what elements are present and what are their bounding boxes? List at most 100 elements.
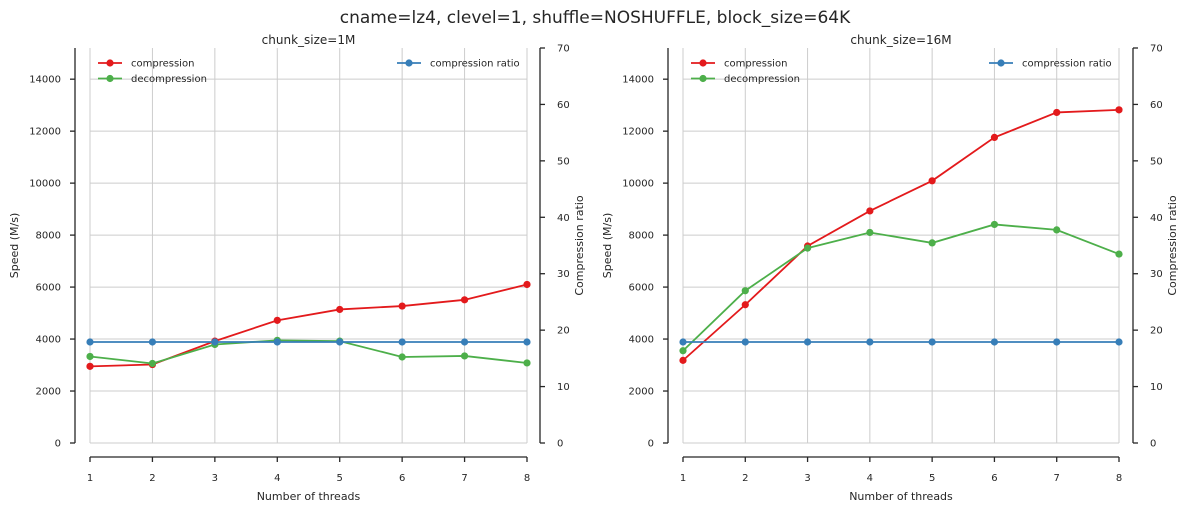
y-tick-label: 2000 <box>629 387 654 398</box>
y2-tick-label: 40 <box>1150 213 1163 224</box>
legend-label-compression: compression <box>724 59 787 70</box>
data-point-decompression <box>928 239 936 247</box>
data-point-compression <box>398 302 406 310</box>
data-point-compression <box>928 177 936 185</box>
y-tick-label: 14000 <box>622 75 654 86</box>
data-point-compression-ratio <box>398 338 406 346</box>
series-line-decompression <box>682 223 1120 352</box>
legend-marker-decompression <box>106 74 114 83</box>
x-tick-label: 2 <box>149 473 155 484</box>
x-tick-label: 7 <box>1054 473 1060 484</box>
data-point-compression <box>679 356 687 364</box>
x-tick-label: 6 <box>991 473 997 484</box>
data-point-compression <box>1115 106 1123 114</box>
chart-panel-1: 0 2000 4000 6000 8000 10000 12000 14000 0 10 20 30 4… <box>8 33 586 503</box>
data-point-decompression <box>148 359 157 368</box>
data-point-compression-ratio <box>211 338 219 346</box>
data-point-decompression <box>523 359 531 367</box>
y-axis-label: Speed (M/s) <box>601 213 614 279</box>
chart-title: chunk_size=16M <box>850 33 951 47</box>
x-tick-label: 4 <box>867 473 873 484</box>
data-point-compression-ratio <box>928 338 936 346</box>
data-point-decompression <box>1115 250 1123 258</box>
y-axis-label: Speed (M/s) <box>8 213 21 279</box>
y-tick-label: 8000 <box>629 231 654 242</box>
x-axis-label: Number of threads <box>257 490 361 503</box>
y2-axis-label: Compression ratio <box>573 195 586 296</box>
data-point-decompression <box>741 287 749 295</box>
x-tick-label: 6 <box>399 473 405 484</box>
y2-tick-label: 0 <box>1150 439 1156 450</box>
x-axis-label: Number of threads <box>849 490 953 503</box>
y2-tick-label: 60 <box>1150 100 1163 111</box>
data-point-compression-ratio <box>803 338 812 346</box>
data-point-compression <box>1053 108 1061 117</box>
x-tick-label: 5 <box>337 473 343 484</box>
x-tick-label: 8 <box>524 473 530 484</box>
legend-label-compression-ratio: compression ratio <box>430 59 520 70</box>
data-point-decompression <box>679 347 687 355</box>
y2-tick-label: 20 <box>1150 326 1163 337</box>
data-point-compression-ratio <box>86 338 94 346</box>
data-point-compression-ratio <box>1115 338 1123 346</box>
data-point-compression <box>460 296 469 304</box>
x-tick-label: 1 <box>87 473 93 484</box>
data-point-compression-ratio <box>336 338 344 346</box>
series-line-compression <box>89 283 528 368</box>
chart-title: chunk_size=1M <box>262 33 356 47</box>
legend-label-compression: compression <box>131 59 194 70</box>
y-tick-label: 12000 <box>29 127 61 138</box>
y2-tick-label: 60 <box>557 100 570 111</box>
data-point-decompression <box>990 220 999 229</box>
data-point-compression <box>866 207 874 215</box>
legend-marker-compression-ratio <box>405 59 413 67</box>
data-point-compression-ratio <box>866 338 874 346</box>
data-point-decompression <box>1053 226 1061 234</box>
y2-tick-label: 50 <box>1150 156 1163 167</box>
y-tick-label: 0 <box>55 439 61 450</box>
y-tick-label: 0 <box>648 439 654 450</box>
x-tick-label: 2 <box>742 473 748 484</box>
data-point-compression-ratio <box>741 338 749 346</box>
chart-panel-2: 0 2000 4000 6000 8000 10000 12000 14000 0 10 20 30 4… <box>601 33 1179 503</box>
y-tick-label: 8000 <box>36 231 61 242</box>
y2-tick-label: 30 <box>1150 269 1163 280</box>
data-point-compression-ratio <box>148 338 157 346</box>
figure-suptitle: cname=lz4, clevel=1, shuffle=NOSHUFFLE, … <box>340 8 851 28</box>
legend-marker-compression-ratio <box>997 59 1005 67</box>
y2-tick-label: 70 <box>1150 44 1163 55</box>
legend-label-compression-ratio: compression ratio <box>1022 59 1112 70</box>
x-tick-label: 7 <box>461 473 467 484</box>
data-point-compression-ratio <box>523 338 531 346</box>
legend-marker-compression <box>106 59 114 67</box>
legend-marker-compression <box>699 59 707 67</box>
x-tick-label: 1 <box>680 473 686 484</box>
y2-tick-label: 50 <box>557 156 570 167</box>
data-point-compression <box>523 280 531 289</box>
legend-label-decompression: decompression <box>131 74 207 85</box>
y2-tick-label: 70 <box>557 44 570 55</box>
data-point-compression-ratio <box>1053 338 1061 346</box>
series-line-decompression <box>89 339 528 365</box>
y-tick-label: 6000 <box>629 283 654 294</box>
y-tick-label: 14000 <box>29 75 61 86</box>
data-point-compression-ratio <box>990 338 999 346</box>
series-line-compression <box>682 108 1120 362</box>
x-tick-label: 5 <box>929 473 935 484</box>
y-tick-label: 4000 <box>629 335 654 346</box>
y2-tick-label: 40 <box>557 213 570 224</box>
y2-tick-label: 10 <box>1150 382 1163 393</box>
data-point-compression-ratio <box>273 338 281 346</box>
data-point-compression <box>86 362 94 370</box>
y2-tick-label: 10 <box>557 382 570 393</box>
data-point-decompression <box>803 244 812 252</box>
data-point-decompression <box>86 352 94 361</box>
data-point-decompression <box>460 352 469 360</box>
y2-tick-label: 0 <box>557 439 563 450</box>
y-tick-label: 6000 <box>36 283 61 294</box>
x-tick-label: 3 <box>212 473 218 484</box>
data-point-compression <box>741 301 749 309</box>
y-tick-label: 12000 <box>622 127 654 138</box>
y-tick-label: 2000 <box>36 387 61 398</box>
